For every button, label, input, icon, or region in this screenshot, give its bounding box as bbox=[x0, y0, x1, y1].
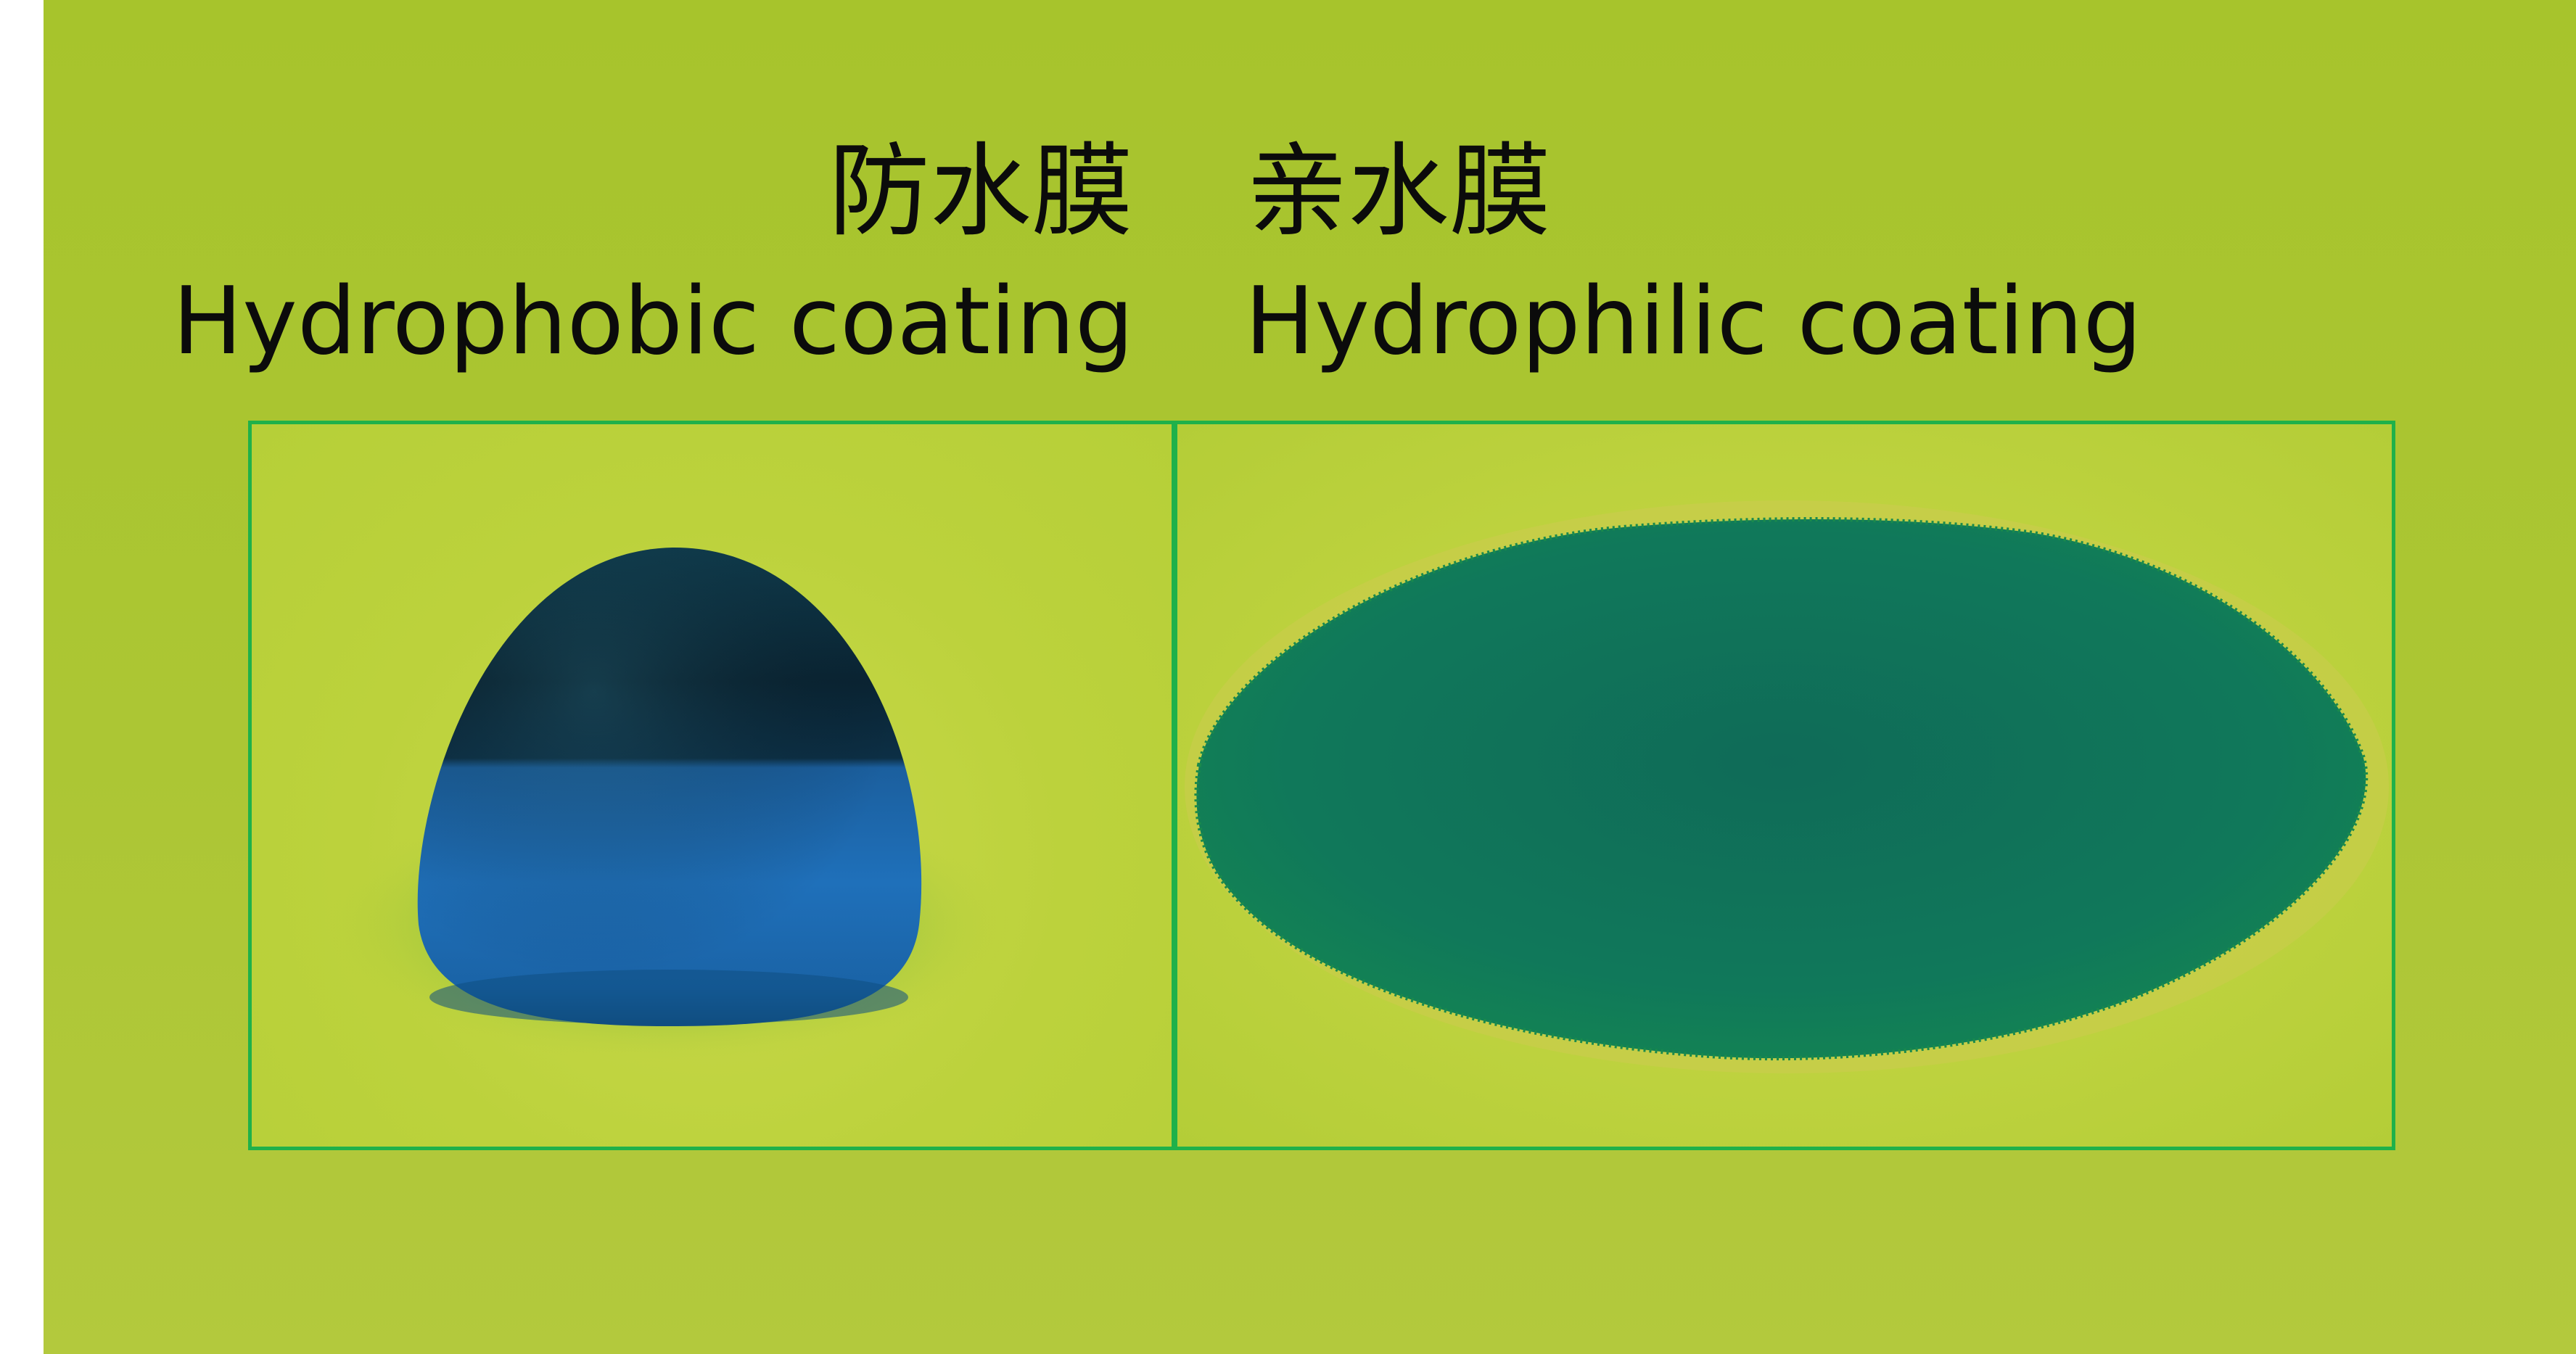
hydrophilic-spread-illustration bbox=[1185, 500, 2389, 1073]
hydrophilic-water-spread bbox=[1194, 517, 2369, 1061]
hydrophobic-label-chinese: 防水膜 bbox=[828, 133, 1133, 251]
droplet-rim bbox=[429, 970, 908, 1025]
hydrophilic-panel bbox=[1174, 421, 2395, 1150]
hydrophilic-label-english: Hydrophilic coating bbox=[1245, 268, 2142, 376]
hydrophobic-label-english: Hydrophobic coating bbox=[172, 268, 1134, 376]
hydrophilic-label-chinese: 亲水膜 bbox=[1246, 133, 1552, 251]
hydrophobic-droplet-illustration bbox=[328, 547, 1010, 1062]
droplet-sheen bbox=[417, 547, 922, 1026]
hydrophobic-panel bbox=[248, 421, 1175, 1150]
